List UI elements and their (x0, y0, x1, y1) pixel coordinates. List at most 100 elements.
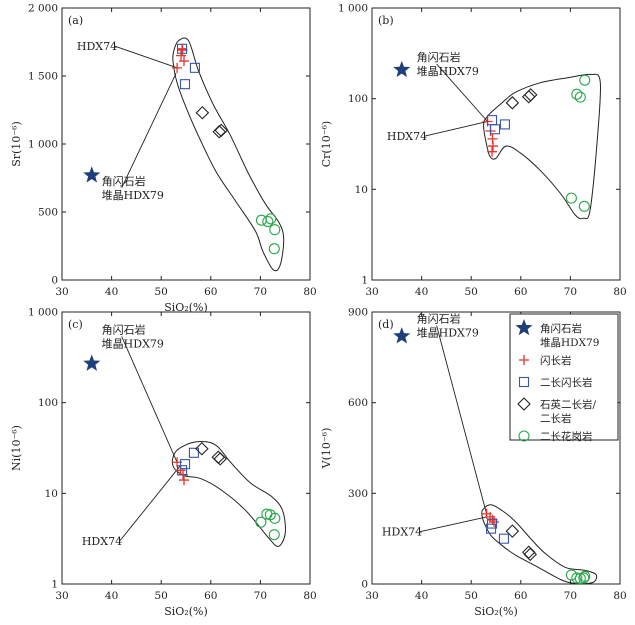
x-tick-label: 50 (155, 286, 168, 298)
legend-marker-star (515, 319, 533, 336)
data-point-plus (488, 141, 499, 152)
data-point-diamond (213, 452, 228, 466)
data-point-circle (565, 192, 577, 204)
annotation-label: 角闪石岩 (417, 312, 461, 326)
annotation-label: 角闪石岩 (102, 322, 146, 336)
annotation-label-line2: 堆晶HDX79 (417, 65, 479, 78)
data-point-circle (268, 243, 280, 255)
y-tick-label: 10 (355, 184, 368, 196)
y-tick-label: 1 (51, 579, 58, 591)
x-axis-title: SiO₂(%) (164, 605, 208, 618)
y-tick-label: 100 (348, 93, 368, 105)
annotation-label: HDX74 (382, 526, 422, 539)
data-point-square (489, 124, 501, 135)
legend-marker-plus (519, 355, 529, 365)
panel-d: 30 40 50 60 70 80 0 300 600 900 SiO₂(%) V(10⁻⁶) (d) 角… (320, 307, 627, 619)
y-tick-label: 0 (361, 579, 368, 591)
x-tick-label: 40 (105, 286, 118, 298)
x-tick-label: 40 (415, 286, 428, 298)
y-axis-title: Sr(10⁻⁶) (10, 121, 23, 167)
data-point-plus (177, 43, 188, 54)
y-tick-label: 600 (348, 397, 368, 409)
y-tick-label: 2 000 (28, 3, 58, 15)
data-point-plus (487, 514, 498, 525)
panel-c: 30 40 50 60 70 80 1 10 100 1 000 SiO₂(%) Ni(10⁻⁶) (c… (10, 307, 317, 619)
panel-label: (b) (378, 14, 394, 27)
annotation-leader-line (436, 325, 488, 514)
y-axis-title: Ni(10⁻⁶) (10, 425, 23, 471)
legend-marker-diamond (517, 397, 531, 411)
data-point-star (83, 166, 101, 183)
data-point-square (486, 115, 498, 126)
sample-field-outline (483, 73, 602, 220)
data-point-circle (571, 572, 583, 584)
data-point-square (486, 518, 498, 529)
x-axis-title: SiO₂(%) (474, 605, 518, 618)
annotation-label-line2: 堆晶HDX79 (102, 337, 164, 350)
data-point-diamond (505, 524, 520, 538)
data-point-diamond (212, 124, 227, 139)
panel-b: 30 40 50 60 70 80 1 10 100 1 000 Cr(10⁻⁶) (b) 角闪石岩堆晶… (320, 3, 627, 299)
x-tick-label: 80 (303, 286, 316, 298)
data-point-square (176, 465, 188, 476)
y-axis-title: Cr(10⁻⁶) (320, 121, 333, 167)
y-tick-label: 1 500 (28, 71, 58, 83)
legend-label: 角闪石岩 (540, 322, 582, 335)
legend-label: 二长闪长岩 (540, 376, 593, 389)
y-tick-label: 1 000 (28, 307, 58, 319)
data-point-circle (255, 516, 267, 528)
y-tick-label: 500 (38, 207, 58, 219)
x-tick-label: 30 (365, 286, 378, 298)
data-point-diamond (521, 545, 536, 560)
data-point-square (498, 533, 509, 544)
data-point-plus (179, 56, 190, 67)
data-point-square (189, 62, 200, 73)
x-tick-label: 60 (204, 590, 217, 602)
data-point-circle (574, 91, 586, 103)
data-point-circle (269, 224, 281, 236)
sample-field-outline (171, 441, 286, 547)
panel-label: (a) (68, 14, 83, 27)
legend-label-line2: 二长岩 (540, 412, 572, 425)
legend-marker-circle (518, 430, 530, 442)
x-tick-label: 70 (254, 286, 267, 298)
legend-label-line2: 堆晶HDX79 (540, 337, 599, 349)
y-tick-label: 900 (348, 307, 368, 319)
panel-a: 30 40 50 60 70 80 0 500 1 000 1 500 2 000 SiO₂(%) Sr… (10, 3, 317, 315)
x-tick-label: 80 (303, 590, 316, 602)
legend-label: 石英二长岩/ (540, 398, 596, 411)
sample-field-outline (172, 37, 285, 272)
data-point-square (176, 43, 188, 54)
data-point-square (179, 79, 191, 90)
x-axis-title: SiO₂(%) (164, 301, 208, 314)
y-tick-label: 1 000 (28, 139, 58, 151)
x-tick-label: 70 (564, 590, 577, 602)
data-point-diamond (521, 89, 536, 104)
y-axis-title: V(10⁻⁶) (320, 428, 333, 470)
data-point-circle (255, 214, 267, 226)
data-point-diamond (523, 88, 538, 102)
x-tick-label: 40 (105, 590, 118, 602)
data-point-square (179, 459, 191, 470)
data-point-square (499, 119, 510, 130)
data-point-diamond (211, 450, 226, 465)
data-point-plus (487, 146, 498, 157)
data-point-diamond (505, 96, 520, 110)
data-point-diamond (523, 547, 538, 562)
x-tick-label: 30 (365, 590, 378, 602)
x-tick-label: 70 (564, 286, 577, 298)
x-tick-label: 80 (613, 590, 626, 602)
legend-label: 闪长岩 (540, 354, 572, 367)
data-point-square (188, 447, 199, 458)
y-tick-label: 300 (348, 488, 368, 500)
data-point-star (393, 327, 411, 344)
x-tick-label: 50 (155, 590, 168, 602)
data-point-diamond (214, 123, 228, 138)
panel-label: (d) (378, 318, 394, 331)
annotation-label: 角闪石岩 (417, 50, 461, 64)
x-tick-label: 60 (204, 286, 217, 298)
y-tick-label: 1 000 (338, 3, 368, 15)
plot-frame (371, 7, 621, 281)
